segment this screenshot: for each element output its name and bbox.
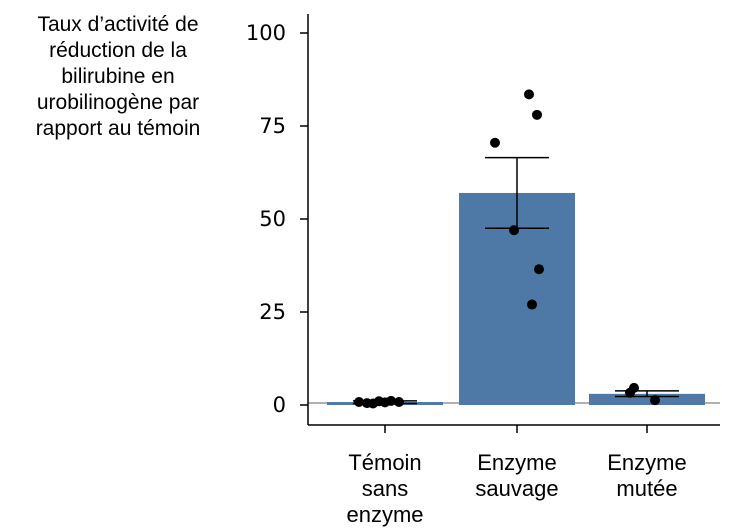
category-label-0-line-0: Témoin bbox=[348, 450, 421, 475]
y-tick-label-4: 100 bbox=[246, 21, 286, 45]
data-point-1-1 bbox=[532, 109, 542, 120]
data-point-0-0 bbox=[354, 397, 364, 408]
category-label-0: Témoin sans enzyme bbox=[346, 450, 423, 527]
data-point-1-2 bbox=[490, 137, 500, 148]
data-point-1-4 bbox=[534, 264, 544, 275]
category-label-2: Enzyme mutée bbox=[607, 450, 686, 501]
data-point-1-3 bbox=[509, 225, 519, 236]
category-label-0-line-1: sans bbox=[362, 476, 408, 501]
y-tick-label-1: 25 bbox=[259, 300, 286, 324]
data-point-2-1 bbox=[625, 387, 635, 398]
y-tick-label-2: 50 bbox=[259, 207, 286, 231]
category-label-2-line-1: mutée bbox=[616, 476, 677, 501]
data-point-2-2 bbox=[650, 395, 660, 406]
category-label-1-line-0: Enzyme bbox=[477, 450, 556, 475]
data-point-1-0 bbox=[524, 89, 534, 100]
data-points-layer bbox=[354, 89, 660, 409]
category-label-0-line-2: enzyme bbox=[346, 502, 423, 527]
data-point-0-5 bbox=[386, 395, 396, 406]
category-label-1: Enzyme sauvage bbox=[475, 450, 558, 501]
y-axis-label: Taux d’activité de réduction de la bilir… bbox=[35, 13, 201, 140]
category-label-2-line-0: Enzyme bbox=[607, 450, 686, 475]
data-point-0-6 bbox=[394, 397, 404, 408]
y-tick-label-3: 75 bbox=[259, 114, 286, 138]
bar-2 bbox=[589, 393, 705, 405]
data-point-1-5 bbox=[527, 299, 537, 310]
y-tick-label-0: 0 bbox=[273, 393, 286, 417]
bars-layer bbox=[327, 192, 705, 405]
category-label-1-line-1: sauvage bbox=[475, 476, 558, 501]
